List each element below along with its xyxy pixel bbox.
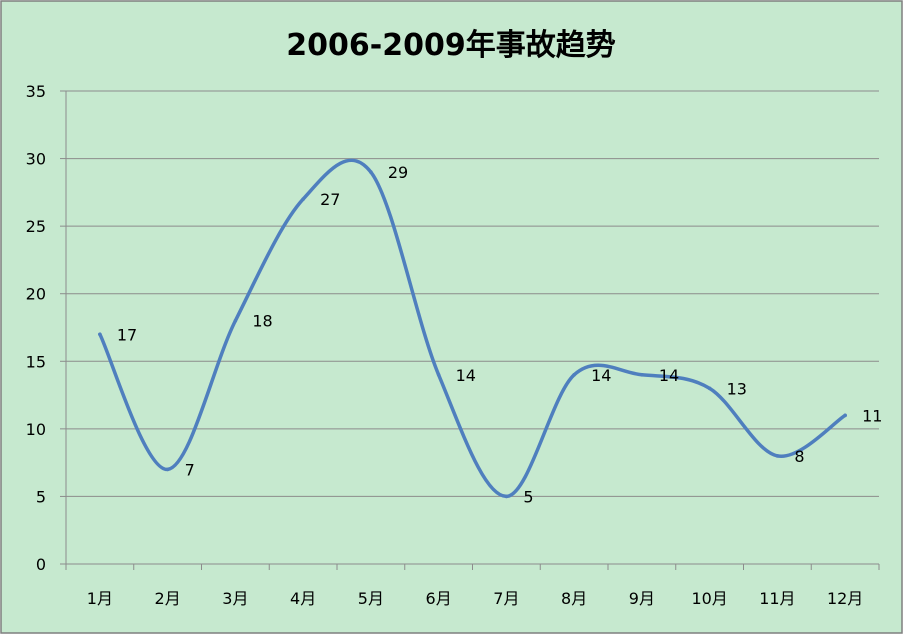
- x-tick-label: 10月: [691, 589, 727, 608]
- data-label: 27: [320, 190, 340, 209]
- y-axis-tick-labels: 0 5 10 15 20 25 30 35: [26, 82, 46, 574]
- x-tick-label: 2月: [155, 589, 181, 608]
- y-tick-label: 20: [26, 285, 46, 304]
- data-label: 11: [862, 406, 882, 425]
- x-tick-label: 7月: [493, 589, 519, 608]
- y-tick-label: 15: [26, 352, 46, 371]
- y-tick-label: 30: [26, 150, 46, 169]
- data-point: [707, 386, 712, 391]
- x-tick-label: 5月: [358, 589, 384, 608]
- data-point: [640, 373, 644, 377]
- x-tick-label: 12月: [827, 589, 863, 608]
- data-point: [572, 373, 576, 377]
- x-tick-label: 9月: [629, 589, 655, 608]
- data-label: 7: [185, 460, 195, 479]
- y-tick-label: 35: [26, 82, 46, 101]
- y-tick-label: 0: [36, 555, 46, 574]
- data-label: 14: [659, 366, 679, 385]
- data-label: 18: [252, 312, 272, 331]
- x-tick-label: 8月: [561, 589, 587, 608]
- x-tick-label: 3月: [222, 589, 248, 608]
- axes: [60, 90, 880, 570]
- data-point: [775, 454, 780, 458]
- data-label: 8: [794, 447, 804, 466]
- data-point: [369, 170, 373, 174]
- x-tick-label: 11月: [759, 589, 795, 608]
- gridlines: [66, 90, 879, 497]
- data-point: [165, 467, 170, 472]
- data-labels: 17 7 18 27 29 14 5 14 14 13 8 11: [117, 163, 883, 506]
- data-point: [843, 413, 847, 418]
- x-axis-tick-labels: 1月 2月 3月 4月 5月 6月 7月 8月 9月 10月 11月 12月: [87, 589, 864, 608]
- series-layer: [98, 158, 847, 499]
- x-tick-label: 1月: [87, 589, 113, 608]
- y-tick-label: 10: [26, 420, 46, 439]
- data-label: 14: [456, 366, 476, 385]
- data-point: [436, 373, 441, 377]
- data-point: [233, 318, 238, 323]
- y-tick-label: 5: [36, 487, 46, 506]
- data-label: 13: [727, 379, 747, 398]
- x-tick-label: 6月: [426, 589, 452, 608]
- x-tick-label: 4月: [290, 589, 316, 608]
- data-label: 29: [388, 163, 408, 182]
- data-point: [301, 197, 305, 201]
- data-label: 14: [591, 366, 611, 385]
- data-point: [98, 332, 102, 337]
- data-label: 17: [117, 325, 137, 344]
- data-label: 5: [523, 487, 533, 506]
- data-point: [504, 494, 509, 499]
- chart-title: 2006-2009年事故趋势: [286, 28, 615, 63]
- y-tick-label: 25: [26, 217, 46, 236]
